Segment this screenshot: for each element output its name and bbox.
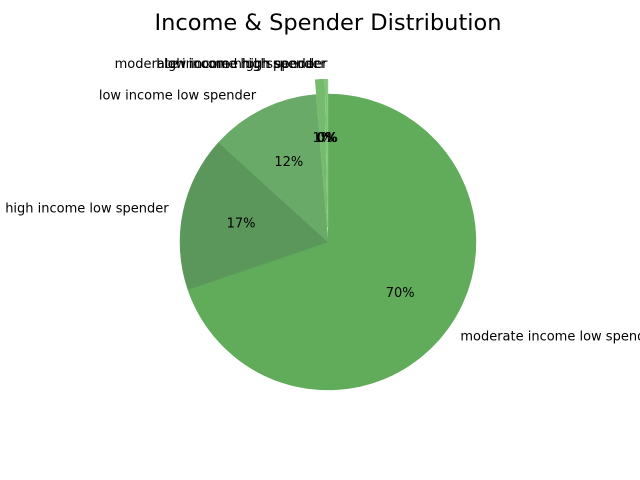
pie-labels: moderate income low spender 70% high incom… <box>5 57 640 344</box>
slice-label-high-income-low-spender: high income low spender <box>5 201 169 216</box>
slice-label-low-income-low-spender: low income low spender <box>99 88 257 103</box>
slice-low-income-low-spender <box>218 94 329 243</box>
slice-high-income-low-spender <box>179 142 329 290</box>
slice-label-high-income-high-spender: high income high spender <box>156 57 326 72</box>
slice-label-low-income-high-spender: low income high spender <box>164 57 328 72</box>
slice-moderate-income-low-spender <box>187 93 477 391</box>
slice-moderate-income-high-spender <box>314 78 328 228</box>
percent-label-low-income-low-spender: 12% <box>274 155 303 170</box>
percent-label-moderate-income-high-spender: 1% <box>312 131 333 146</box>
percent-label-low-income-high-spender: 0% <box>317 131 338 146</box>
chart-title: Income & Spender Distribution <box>154 10 501 36</box>
percent-label-high-income-low-spender: 17% <box>227 216 256 231</box>
slice-low-income-high-spender <box>326 78 329 228</box>
slice-label-moderate-income-low-spender: moderate income low spender <box>460 329 640 344</box>
slice-label-moderate-income-high-spender: moderate income high spender <box>115 57 320 72</box>
pie-slices <box>179 78 477 391</box>
percent-label-high-income-high-spender: 0% <box>316 131 337 146</box>
percent-label-moderate-income-low-spender: 70% <box>386 286 415 301</box>
